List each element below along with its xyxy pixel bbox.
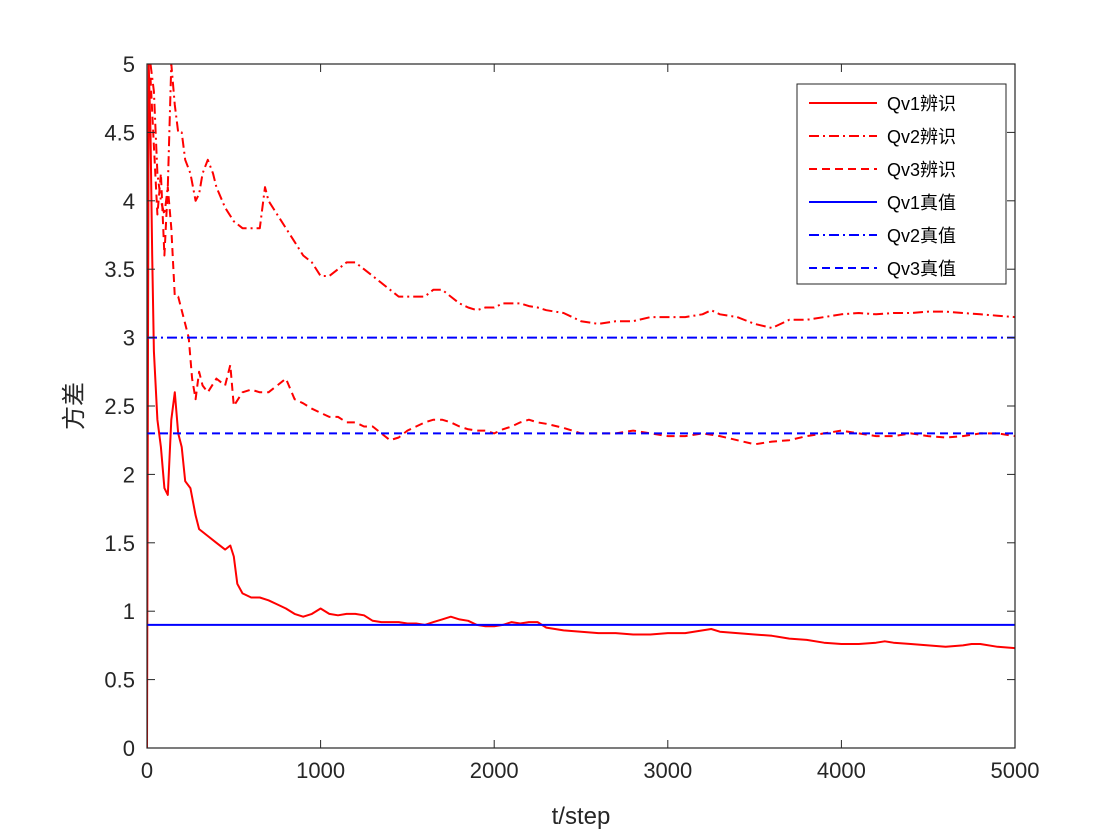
x-tick-label: 4000	[817, 758, 866, 783]
y-tick-label: 0.5	[104, 668, 135, 693]
series-line-1	[147, 64, 1015, 748]
y-tick-label: 4	[123, 189, 135, 214]
y-tick-label: 1	[123, 599, 135, 624]
y-axis-title: 方差	[61, 382, 88, 430]
series-layer	[147, 64, 1015, 748]
y-tick-label: 0	[123, 736, 135, 761]
legend-label: Qv3辨识	[887, 160, 956, 180]
legend-label: Qv2辨识	[887, 127, 956, 147]
y-tick-label: 5	[123, 52, 135, 77]
legend-label: Qv1辨识	[887, 94, 956, 114]
y-tick-label: 2.5	[104, 394, 135, 419]
x-tick-label: 2000	[470, 758, 519, 783]
y-tick-label: 3	[123, 326, 135, 351]
x-tick-label: 1000	[296, 758, 345, 783]
ticks-layer: 0 1000 2000 3000 4000 5000 0 0.5 1 1.5 2 2.5 3 3.5 4 4.…	[104, 52, 1039, 783]
legend-label: Qv2真值	[887, 226, 956, 246]
y-tick-label: 2	[123, 462, 135, 487]
x-tick-label: 0	[141, 758, 153, 783]
y-tick-label: 1.5	[104, 531, 135, 556]
y-tick-label: 3.5	[104, 257, 135, 282]
y-tick-label: 4.5	[104, 120, 135, 145]
chart-legend: Qv1辨识 Qv2辨识 Qv3辨识 Qv1真值 Qv2真值 Qv3真值	[796, 83, 1007, 285]
legend-label: Qv1真值	[887, 193, 956, 213]
legend-box	[796, 83, 1007, 285]
x-tick-label: 3000	[643, 758, 692, 783]
x-axis-title: t/step	[552, 803, 611, 830]
series-line-3	[149, 77, 1015, 446]
legend-label: Qv3真值	[887, 259, 956, 279]
x-tick-label: 5000	[991, 758, 1040, 783]
